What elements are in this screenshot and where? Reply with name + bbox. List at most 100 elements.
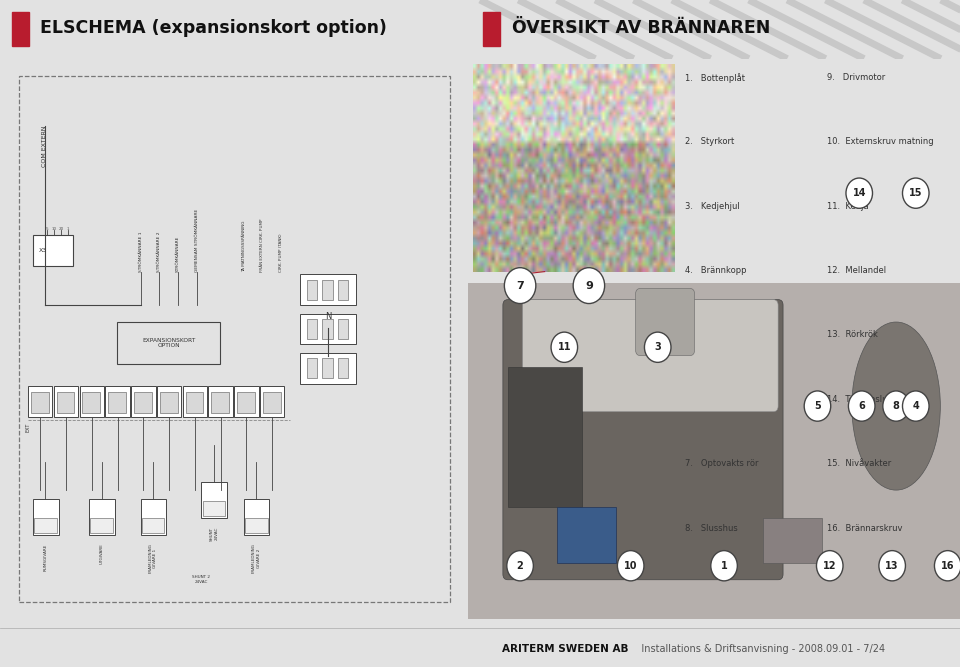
Bar [234,386,258,418]
Text: 10.  Externskruv matning: 10. Externskruv matning [828,137,934,146]
Text: 7: 7 [516,281,524,291]
Text: 5: 5 [814,401,821,411]
Bar [307,358,317,378]
Text: STRÖMKÄNNARE 1: STRÖMKÄNNARE 1 [138,231,142,271]
Bar [263,392,280,413]
Text: 5: 5 [45,227,48,231]
Text: STRÖMKÄNNARE 2: STRÖMKÄNNARE 2 [157,231,161,271]
Circle shape [849,391,875,421]
Bar [89,498,115,535]
Circle shape [617,551,644,581]
Text: 11: 11 [558,342,571,352]
Text: 4.   Brännkopp: 4. Brännkopp [684,266,746,275]
Text: X3: X3 [38,248,47,253]
Bar [106,386,130,418]
Text: EXPANSIONSKORT
OPTION: EXPANSIONSKORT OPTION [142,338,195,348]
Circle shape [934,551,960,581]
Bar [763,518,823,563]
Bar [156,386,181,418]
Text: STRÖMKÄNNARE: STRÖMKÄNNARE [176,235,180,271]
Bar [202,482,228,518]
Text: SHUNT
24VAC: SHUNT 24VAC [210,526,218,541]
Text: 2: 2 [516,561,523,571]
Bar [33,235,73,266]
Bar [323,358,332,378]
Bar [90,518,113,533]
Text: FRÅN EXTERN CIRK. PUMP: FRÅN EXTERN CIRK. PUMP [260,218,264,271]
Ellipse shape [852,322,941,490]
Bar [300,313,356,344]
Bar [142,518,164,533]
Bar [237,392,254,413]
Bar [54,386,78,418]
Text: 13.  Rörkrök: 13. Rörkrök [828,330,878,340]
Text: Installations & Driftsanvisning - 2008.09.01 - 7/24: Installations & Driftsanvisning - 2008.0… [632,644,885,654]
Text: 7.   Optovakts rör: 7. Optovakts rör [684,460,758,468]
Text: UTGIVARE: UTGIVARE [100,544,104,564]
Text: CIRK. PUMP (TANK): CIRK. PUMP (TANK) [279,233,283,271]
Text: 4: 4 [912,401,919,411]
Circle shape [816,551,843,581]
Text: TA MATNINGSSSPÄNNING: TA MATNINGSSSPÄNNING [242,220,246,271]
Bar [182,386,207,418]
Text: 16: 16 [941,561,954,571]
Circle shape [902,391,929,421]
Text: 10: 10 [51,227,57,231]
Circle shape [883,391,909,421]
Bar [12,12,29,46]
FancyBboxPatch shape [636,288,695,356]
Bar [134,392,152,413]
Bar [338,358,348,378]
Text: N: N [324,312,331,321]
Bar [80,386,104,418]
Bar [108,392,126,413]
Text: ARITERM SWEDEN AB: ARITERM SWEDEN AB [502,644,629,654]
Text: RUMSGIVARE: RUMSGIVARE [43,544,47,571]
Bar [508,367,582,507]
Text: 12.  Mellandel: 12. Mellandel [828,266,886,275]
Circle shape [879,551,905,581]
Bar [323,319,332,339]
Circle shape [804,391,830,421]
Text: 14: 14 [852,188,866,198]
Text: FRAMLEDNING
GIVARE 1: FRAMLEDNING GIVARE 1 [149,544,157,573]
Bar [57,392,75,413]
Text: 3: 3 [655,342,661,352]
FancyBboxPatch shape [522,299,779,412]
Circle shape [507,551,534,581]
Bar [468,283,960,619]
Bar [300,274,356,305]
Bar [140,498,166,535]
Text: 8: 8 [893,401,900,411]
Bar [338,319,348,339]
Bar [307,280,317,299]
Text: 1: 1 [66,227,69,231]
Text: 15: 15 [909,188,923,198]
Text: 15.  Nivåvakter: 15. Nivåvakter [828,460,892,468]
Text: COM EXTERN: COM EXTERN [42,126,47,167]
Text: 1: 1 [721,561,728,571]
Text: 13: 13 [885,561,899,571]
Text: 16.  Brännarskruv: 16. Brännarskruv [828,524,902,533]
Bar [132,386,156,418]
Text: 1.   Bottenplåt: 1. Bottenplåt [684,73,745,83]
Text: 2.   Styrkort: 2. Styrkort [684,137,734,146]
Bar [159,392,178,413]
Bar [473,64,675,271]
Bar [208,386,233,418]
Circle shape [710,551,737,581]
Text: ÖVERSIKT AV BRÄNNAREN: ÖVERSIKT AV BRÄNNAREN [512,19,770,37]
Text: 11.  Kedja: 11. Kedja [828,201,869,211]
Bar [33,498,59,535]
Text: 9: 9 [585,281,593,291]
Text: ELSCHEMA (expansionskort option): ELSCHEMA (expansionskort option) [40,19,387,37]
Bar [260,386,284,418]
Text: 9.   Drivmotor: 9. Drivmotor [828,73,885,81]
Text: FRAMLEDNING
GIVARE 2: FRAMLEDNING GIVARE 2 [252,544,260,573]
Bar [557,507,616,563]
Text: 14.  Toppanslutning: 14. Toppanslutning [828,395,909,404]
Text: 6: 6 [858,401,865,411]
FancyBboxPatch shape [503,299,783,580]
Bar [28,386,53,418]
Text: GEMENSAM STRÖMKÄNNARE: GEMENSAM STRÖMKÄNNARE [195,208,199,271]
